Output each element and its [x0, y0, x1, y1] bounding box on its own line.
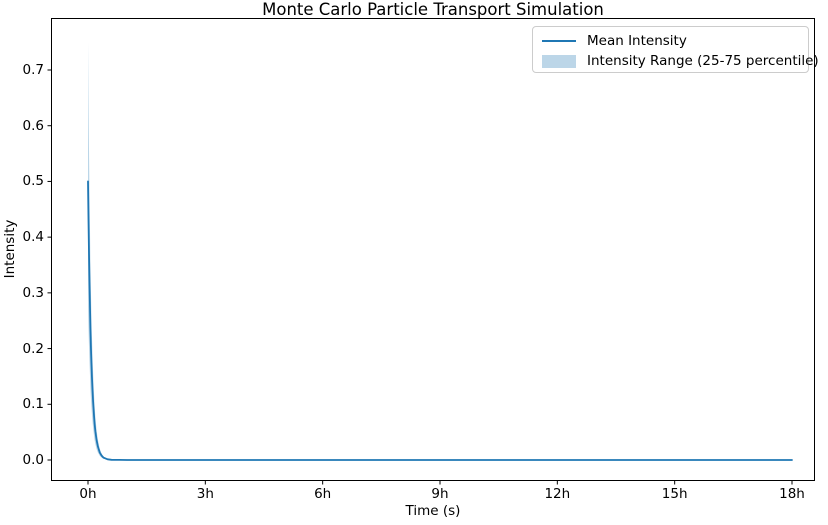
y-tick-label: 0.2: [22, 340, 44, 357]
legend-line-swatch: [542, 40, 576, 42]
x-tick-label: 18h: [779, 486, 805, 502]
y-tick-label: 0.1: [22, 396, 44, 413]
y-tick-label: 0.5: [22, 173, 44, 190]
legend-label-intensity-range: Intensity Range (25-75 percentile): [587, 53, 819, 69]
y-tick-label: 0.7: [22, 62, 44, 78]
legend-patch-swatch: [542, 54, 576, 68]
y-tick-label: 0.6: [22, 117, 44, 134]
x-axis-label: Time (s): [405, 503, 461, 519]
x-tick-label: 6h: [314, 486, 332, 502]
x-tick-label: 15h: [661, 486, 688, 502]
x-tick-label: 0h: [79, 486, 97, 502]
y-tick-label: 0.0: [22, 452, 44, 468]
axes-spines: [51, 18, 815, 481]
x-tick-label: 12h: [544, 486, 571, 502]
x-tick-label: 9h: [431, 486, 449, 502]
chart-title: Monte Carlo Particle Transport Simulatio…: [262, 0, 604, 19]
y-tick-label: 0.3: [22, 284, 44, 301]
legend-item-intensity-range: Intensity Range (25-75 percentile): [542, 51, 819, 71]
legend: Mean Intensity Intensity Range (25-75 pe…: [532, 26, 819, 73]
mean-intensity-line: [87, 180, 793, 461]
intensity-range-band: [88, 42, 792, 460]
y-axis-label: Intensity: [2, 219, 18, 279]
y-tick-label: 0.4: [22, 229, 44, 246]
legend-label-mean-intensity: Mean Intensity: [587, 33, 687, 49]
legend-item-mean-intensity: Mean Intensity: [542, 31, 808, 51]
x-tick-label: 3h: [196, 486, 214, 502]
